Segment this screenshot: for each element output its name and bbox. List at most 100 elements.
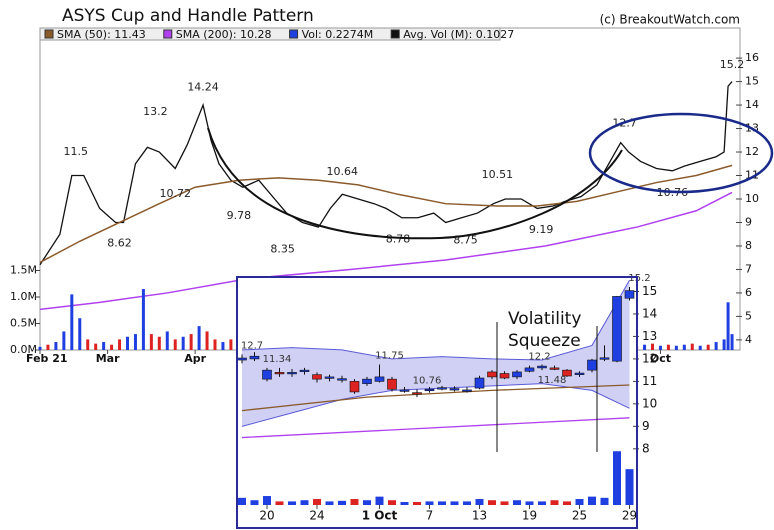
volume-bar (288, 501, 296, 505)
x-tick-label: 25 (572, 509, 587, 523)
volume-bar (730, 334, 734, 350)
candle-body (537, 365, 547, 369)
candle-body (624, 290, 635, 299)
volume-bar (513, 500, 521, 505)
volume-bar (698, 345, 702, 350)
volume-bar (613, 451, 621, 505)
volume-bar (86, 339, 90, 350)
volume-bar (141, 289, 145, 350)
legend-swatch (390, 29, 400, 39)
y-tick-label: 11 (642, 374, 657, 388)
candle-body (549, 367, 560, 370)
volume-bar (263, 496, 271, 505)
y2-tick-label: 1.5M (10, 264, 37, 277)
band-upper (241, 279, 630, 361)
sma-line (39, 191, 733, 311)
volume-bar (463, 501, 471, 505)
candle-body (249, 355, 260, 360)
sma-line (241, 384, 630, 412)
volume-bar (488, 500, 496, 505)
candle-body (512, 371, 522, 378)
volume-bar (375, 496, 384, 505)
volume-bar (666, 344, 670, 350)
price-label: 9.19 (529, 223, 554, 236)
candle-body (237, 357, 247, 361)
y-tick-label: 10 (642, 396, 657, 410)
price-label: 13.2 (143, 105, 168, 118)
candle-body (412, 392, 422, 395)
volume-bar (682, 344, 686, 350)
legend-label: Vol: 0.2274M (302, 28, 374, 41)
y2-tick-label: 0.0M (10, 343, 37, 356)
volume-bar (62, 331, 66, 350)
volume-bar (690, 343, 694, 350)
cup-curve (207, 127, 623, 240)
annotation: Volatility Squeeze (508, 309, 582, 351)
source: (c) BreakoutWatch.com (600, 13, 740, 27)
price-label: 15.2 (720, 58, 745, 71)
volume-bar (118, 339, 122, 350)
volume-bar (250, 500, 259, 505)
volume-bar (38, 346, 42, 350)
volume-bar (102, 342, 106, 350)
x-tick-label: Oct (650, 352, 671, 365)
volume-bar (110, 344, 114, 350)
volume-bar (189, 334, 193, 350)
candle-body (374, 376, 385, 382)
price-label: 11.5 (64, 145, 89, 158)
price-label: 15.2 (628, 273, 650, 284)
volume-bar (238, 497, 246, 505)
y-tick-label: 15 (745, 75, 759, 88)
volume-bar (133, 334, 137, 350)
y-tick-label: 9 (642, 419, 650, 433)
volume-bar (70, 294, 74, 350)
y2-tick-label: 0.5M (10, 317, 37, 330)
volume-bar (173, 339, 177, 350)
candle-body (599, 357, 610, 360)
volume-bar (400, 502, 409, 505)
candle-body (424, 388, 435, 392)
candle-body (349, 381, 360, 393)
y-tick-label: 6 (745, 286, 752, 299)
x-tick-label: 13 (472, 509, 487, 523)
y-tick-label: 8 (745, 239, 752, 252)
candle-body (449, 388, 460, 391)
y2-tick-label: 1.0M (10, 290, 37, 303)
legend-label: SMA (200): 10.28 (176, 28, 272, 41)
y-tick-label: 13 (642, 329, 657, 343)
volume-bar (213, 339, 217, 350)
volume-bar (475, 499, 484, 505)
volume-bar (338, 500, 346, 505)
band-fill (242, 280, 630, 427)
x-tick-label: Feb 21 (26, 352, 68, 365)
volume-bar (413, 502, 421, 505)
volume-bar (197, 326, 201, 350)
y-tick-label: 10 (745, 192, 759, 205)
volume-bar (550, 500, 559, 505)
volume-bar (575, 499, 584, 505)
y-tick-label: 14 (642, 306, 657, 320)
volume-bar (425, 501, 434, 505)
price-label: 8.62 (107, 236, 132, 249)
volume-bar (300, 500, 309, 505)
volume-bar (229, 339, 233, 350)
volume-bar (658, 345, 662, 350)
x-tick-label: 29 (622, 509, 637, 523)
y-tick-label: 5 (745, 309, 752, 322)
chart-title: ASYS Cup and Handle Pattern (62, 6, 314, 26)
y-tick-label: 12 (745, 145, 759, 158)
volume-bar (78, 318, 82, 350)
volume-bar (525, 501, 534, 505)
price-label: 8.78 (386, 233, 411, 246)
volume-bar (149, 334, 153, 350)
price-label: 12.2 (528, 352, 550, 363)
volume-bar (625, 469, 634, 505)
candle-body (337, 378, 347, 381)
x-tick-label: 20 (259, 509, 274, 523)
legend: SMA (50): 11.43 SMA (200): 10.28 Vol: 0.22… (44, 28, 514, 41)
y-tick-label: 7 (745, 262, 752, 275)
x-tick-label: 7 (426, 509, 434, 523)
x-tick-label: Apr (184, 352, 206, 365)
volume-bar (181, 336, 185, 350)
